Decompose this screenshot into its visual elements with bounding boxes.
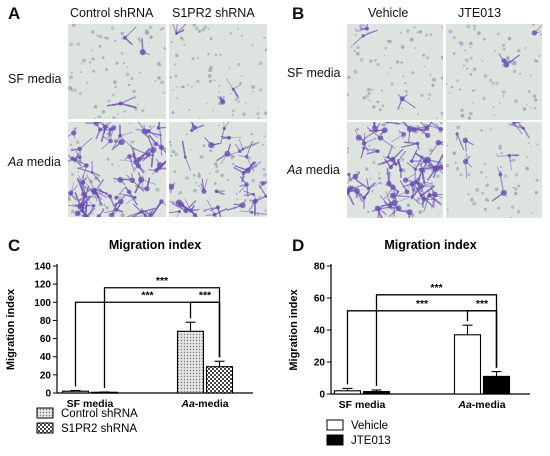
migration-chart-d: Migration index Migration index 0 20 40 60 80 S… — [288, 238, 530, 447]
chart-title: Migration index — [109, 238, 201, 252]
bar — [453, 334, 482, 395]
chart-title: Migration index — [384, 238, 476, 252]
bar — [205, 366, 234, 394]
bar — [482, 375, 511, 395]
bar — [176, 330, 205, 394]
micrograph-a-control-aa — [55, 111, 175, 225]
column-label-vehicle: Vehicle — [368, 6, 409, 20]
column-label-jte013: JTE013 — [458, 6, 502, 20]
y-tick-label: 40 — [314, 326, 326, 337]
panel-letter-b: B — [292, 4, 305, 23]
y-tick-label: 20 — [314, 358, 326, 369]
x-category-label: Aa-media — [180, 398, 228, 410]
micrograph-texture — [169, 21, 269, 120]
legend-swatch — [326, 419, 344, 431]
bar — [362, 391, 391, 395]
legend-swatch — [36, 407, 54, 419]
row-label-aa-media-a: Aa media — [8, 155, 61, 169]
micrograph-a-control-sf — [68, 22, 167, 120]
row-label-sf-media-a: SF media — [8, 72, 62, 86]
micrograph-b-vehicle-sf — [346, 13, 445, 120]
micrograph-b-vehicle-aa — [334, 111, 456, 225]
micrograph-b-jte013-sf — [444, 21, 546, 120]
panel-letter-c: C — [8, 236, 21, 255]
micrograph-texture — [444, 21, 546, 120]
micrograph-texture — [68, 22, 167, 120]
legend-label: JTE013 — [351, 435, 391, 447]
bar — [333, 390, 362, 395]
micrograph-texture — [164, 113, 273, 228]
significance-label: *** — [416, 298, 429, 310]
y-tick-label: 40 — [40, 352, 52, 363]
x-category-label: SF media — [339, 399, 386, 411]
significance-label: *** — [156, 275, 169, 287]
x-category-label: Aa-media — [457, 399, 505, 411]
significance-label: *** — [430, 282, 443, 294]
legend-label: Control shRNA — [61, 408, 138, 420]
micrograph-texture — [55, 111, 175, 225]
micrograph-b-jte013-aa — [445, 115, 542, 219]
y-tick-label: 100 — [34, 298, 51, 309]
micrograph-a-s1pr2-sf — [169, 21, 269, 120]
y-tick-label: 0 — [45, 389, 51, 400]
row-label-sf-media-b: SF media — [287, 66, 341, 80]
y-tick-label: 80 — [40, 316, 52, 327]
legend-label: S1PR2 shRNA — [61, 423, 137, 435]
x-category-label: SF media — [67, 398, 114, 410]
micrograph-texture — [334, 111, 456, 225]
y-tick-label: 20 — [40, 370, 52, 381]
category-italic-part: Aa — [457, 399, 472, 411]
significance-bracket — [466, 310, 498, 368]
panel-letter-a: A — [8, 4, 21, 23]
migration-chart-c: Migration index Migration index 0 20 40 60 80 1… — [5, 238, 253, 435]
y-axis-label: Migration index — [5, 288, 17, 370]
y-axis-label: Migration index — [288, 288, 300, 370]
y-tick-label: 140 — [34, 262, 51, 273]
significance-label: *** — [199, 289, 212, 301]
row-label-aa-media-b: Aa media — [287, 163, 340, 177]
y-tick-label: 80 — [314, 262, 326, 273]
significance-label: *** — [476, 298, 489, 310]
micrograph-a-s1pr2-aa — [164, 113, 273, 228]
column-label-control-shrna: Control shRNA — [70, 6, 154, 20]
bar — [61, 390, 90, 394]
significance-label: *** — [141, 289, 154, 301]
significance-bracket — [189, 301, 221, 358]
micrograph-texture — [445, 115, 542, 219]
category-text-part: -media — [472, 399, 506, 411]
y-tick-label: 0 — [319, 390, 325, 401]
y-tick-label: 60 — [314, 294, 326, 305]
micrograph-texture — [346, 13, 445, 120]
category-italic-part: Aa — [180, 398, 195, 410]
panel-letter-d: D — [292, 236, 305, 255]
y-tick-label: 120 — [34, 280, 51, 291]
legend-label: Vehicle — [351, 420, 388, 432]
y-tick-label: 60 — [40, 334, 52, 345]
category-text-part: -media — [195, 398, 229, 410]
legend-swatch — [36, 422, 54, 434]
column-label-s1pr2-shrna: S1PR2 shRNA — [172, 6, 255, 20]
legend-swatch — [326, 434, 344, 446]
